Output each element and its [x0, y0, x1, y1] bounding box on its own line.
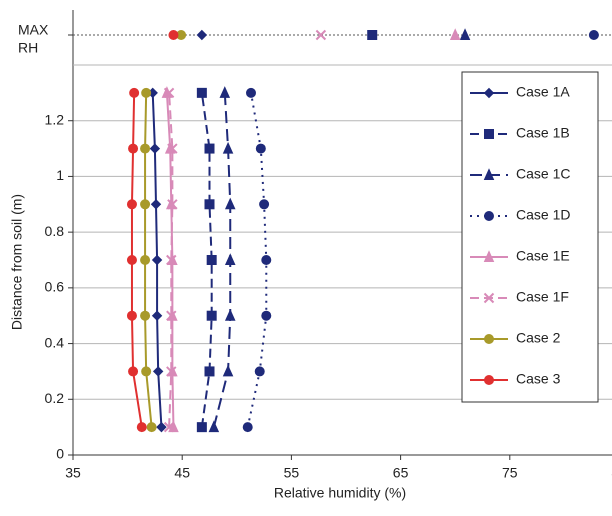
max-rh-point — [196, 29, 208, 41]
data-point — [156, 421, 167, 433]
data-point — [204, 366, 215, 377]
legend-box — [461, 71, 599, 403]
x-tick-label: 75 — [502, 465, 518, 481]
data-point — [140, 143, 151, 154]
data-point — [126, 255, 137, 265]
x-tick-label: 55 — [284, 465, 300, 481]
max-rh-point — [459, 28, 471, 40]
data-point — [166, 310, 177, 321]
data-point — [219, 86, 231, 98]
data-point — [141, 366, 152, 377]
legend-marker — [483, 292, 495, 304]
data-point — [146, 422, 157, 433]
data-point — [128, 143, 139, 154]
legend-marker — [484, 129, 494, 139]
data-point — [166, 254, 177, 266]
y-axis-label: Distance from soil (m) — [9, 194, 25, 330]
data-point — [163, 421, 175, 433]
data-point — [222, 141, 234, 154]
legend-label: Case 1C — [516, 166, 570, 182]
data-point — [126, 310, 137, 321]
x-tick-label: 45 — [174, 465, 190, 481]
legend-marker — [484, 211, 494, 221]
max-rh-point — [588, 30, 599, 40]
legend-label: Case 1B — [516, 125, 570, 141]
y-tick-label: 0.6 — [45, 279, 65, 295]
legend-marker — [483, 87, 495, 99]
data-point — [224, 253, 236, 265]
legend-label: Case 3 — [516, 371, 561, 387]
data-point — [208, 420, 220, 433]
legend-marker — [483, 168, 495, 180]
legend-label: Case 1F — [516, 289, 569, 305]
max-rh-point — [168, 30, 179, 40]
legend-label: Case 1E — [516, 248, 570, 264]
data-point — [196, 422, 207, 433]
legend-marker — [484, 334, 494, 344]
y-tick-label: 0.8 — [45, 223, 65, 239]
x-tick-label: 65 — [393, 465, 409, 481]
legend-label: Case 1A — [516, 84, 570, 100]
x-axis-label: Relative humidity (%) — [274, 485, 406, 501]
y-tick-label: 0.2 — [45, 390, 65, 406]
data-point — [259, 199, 270, 210]
data-point — [222, 364, 234, 377]
data-point — [149, 143, 161, 154]
data-point — [129, 87, 140, 98]
data-point — [163, 87, 175, 99]
data-point — [151, 310, 163, 321]
data-point — [166, 366, 177, 377]
y-tick-label: 0 — [56, 446, 64, 462]
legend-label: Case 1D — [516, 207, 570, 223]
data-point — [255, 143, 266, 154]
data-point — [140, 310, 151, 321]
x-tick-label: 35 — [65, 465, 81, 481]
data-point — [261, 310, 272, 321]
data-point — [204, 143, 215, 154]
y-tick-label: 0.4 — [45, 334, 65, 350]
data-point — [196, 87, 207, 98]
data-point — [136, 422, 147, 433]
data-point — [245, 87, 256, 98]
data-point — [261, 255, 272, 265]
data-point — [126, 199, 137, 210]
data-point — [224, 197, 236, 210]
data-point — [140, 255, 151, 265]
data-point — [167, 199, 178, 210]
y-tick-label: 1.2 — [45, 111, 65, 127]
max-rh-point — [449, 28, 461, 40]
data-point — [152, 366, 164, 377]
y-tick-label: 1 — [56, 167, 64, 183]
max-label: RH — [18, 40, 38, 56]
data-point — [151, 254, 163, 266]
data-point — [206, 310, 217, 321]
max-rh-point — [367, 30, 378, 40]
data-point — [224, 308, 236, 321]
data-point — [150, 199, 162, 210]
data-point — [128, 366, 139, 377]
data-point — [206, 255, 217, 265]
max-label: MAX — [18, 22, 49, 38]
data-point — [204, 199, 215, 210]
legend-marker — [483, 250, 495, 262]
data-point — [167, 143, 178, 154]
legend-label: Case 2 — [516, 330, 561, 346]
data-point — [254, 366, 265, 377]
data-point — [242, 422, 253, 433]
legend-marker — [484, 375, 494, 385]
data-point — [140, 199, 151, 210]
max-rh-point — [315, 29, 327, 41]
data-point — [141, 87, 152, 98]
